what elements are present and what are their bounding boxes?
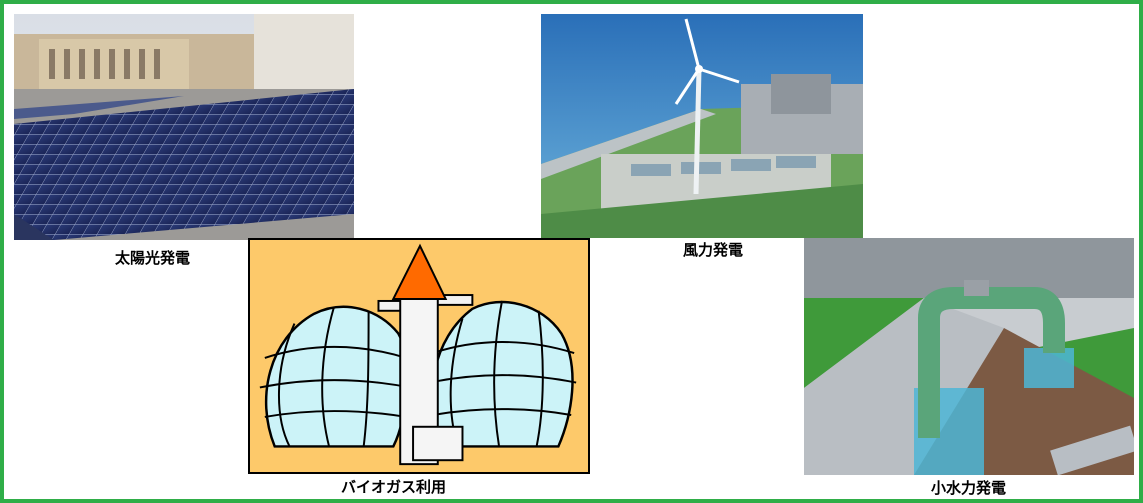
hydro-caption: 小水力発電 [931,480,1007,497]
solar-panels-image [14,14,354,240]
solar-power-photo [14,14,354,240]
biogas-diagram [248,238,590,474]
wind-turbine-image [541,14,863,238]
wind-power-illustration [541,14,863,238]
biogas-image [250,240,588,472]
wind-caption: 風力発電 [683,242,744,259]
solar-caption: 太陽光発電 [115,250,191,267]
small-hydro-illustration [804,238,1134,475]
small-hydro-image [804,238,1134,475]
biogas-caption: バイオガス利用 [341,479,447,496]
